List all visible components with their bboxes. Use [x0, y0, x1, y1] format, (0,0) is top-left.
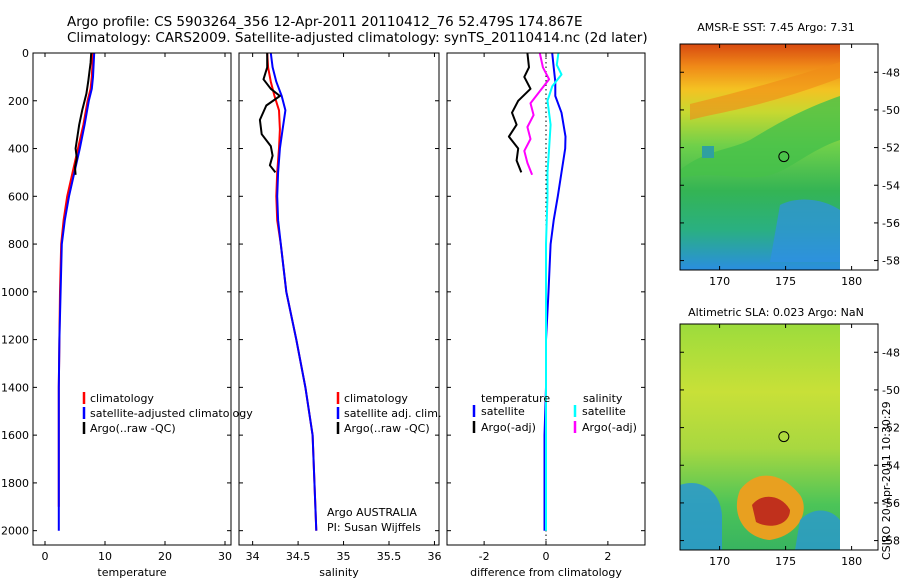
map-y-tick-label: -48: [882, 66, 900, 79]
series-line-argo-raw-qc-: [74, 52, 93, 175]
y-tick-label: 600: [8, 190, 29, 203]
x-tick-label: 34.5: [286, 550, 311, 563]
y-tick-label: 2000: [1, 525, 29, 538]
annotation-pi: PI: Susan Wijffels: [327, 521, 421, 534]
map-y-tick-label: -58: [882, 535, 900, 548]
annotation-argo-australia: Argo AUSTRALIA: [327, 506, 417, 519]
legend-label-sal-argo: Argo(-adj): [582, 421, 637, 434]
y-tick-label: 1000: [1, 286, 29, 299]
map-y-tick-label: -54: [882, 459, 900, 472]
x-tick-label: 30: [218, 550, 232, 563]
x-tick-label: 34: [246, 550, 260, 563]
series-line-temperature-satellite: [543, 52, 567, 531]
y-tick-label: 1200: [1, 334, 29, 347]
series-line-argo-raw-qc-: [258, 53, 281, 174]
x-tick-label: 36: [427, 550, 441, 563]
temperature-legend: climatology satellite-adjusted climatolo…: [82, 392, 253, 435]
x-axis-label: temperature: [97, 566, 166, 579]
map-y-tick-label: -52: [882, 422, 900, 435]
argo-position-marker: [778, 431, 790, 443]
sla-map-title: Altimetric SLA: 0.023 Argo: NaN: [688, 306, 864, 319]
x-tick-label: 35.5: [377, 550, 402, 563]
legend-title-salinity: salinity: [583, 392, 623, 405]
x-tick-label: 10: [98, 550, 112, 563]
sla-low-patch: [680, 483, 722, 550]
map-x-tick-label: 170: [709, 555, 730, 568]
y-tick-label: 200: [8, 95, 29, 108]
y-tick-label: 0: [22, 47, 29, 60]
legend-label-satellite: satellite-adjusted climatology: [90, 407, 253, 420]
y-tick-label: 1800: [1, 477, 29, 490]
figure-title-line2: Climatology: CARS2009. Satellite-adjuste…: [67, 30, 648, 46]
series-line-salinity-satellite: [545, 52, 563, 531]
x-tick-label: 20: [158, 550, 172, 563]
plot-frame: [32, 52, 232, 546]
y-tick-label: 1400: [1, 381, 29, 394]
sla-peak-patch: [752, 496, 790, 526]
figure-title-line1: Argo profile: CS 5903264_356 12-Apr-2011…: [67, 14, 583, 30]
x-axis-label: difference from climatology: [470, 566, 622, 579]
series-line-climatology: [266, 52, 318, 531]
map-x-tick-label: 175: [775, 555, 796, 568]
map-y-tick-label: -50: [882, 384, 900, 397]
footer-stamp: CSIRO 20-Apr-2011 10:30:29: [880, 401, 893, 560]
sla-low-patch-east: [795, 510, 840, 550]
series-line-satellite-adj-clim-: [269, 52, 318, 531]
plot-frame: [238, 52, 440, 546]
legend-label-argo: Argo(..raw -QC): [344, 422, 430, 435]
map-y-tick-label: -54: [882, 179, 900, 192]
series-line-salinity-argo-adj-: [523, 52, 551, 176]
x-tick-label: 0: [543, 550, 550, 563]
sst-cold-patch: [770, 199, 840, 262]
legend-title-temperature: temperature: [481, 392, 550, 405]
y-tick-label: 800: [8, 238, 29, 251]
map-y-tick-label: -48: [882, 346, 900, 359]
map-y-tick-label: -56: [882, 497, 900, 510]
map-x-tick-label: 175: [775, 275, 796, 288]
difference-profile-panel: -2 0 2 difference from climatology: [446, 52, 646, 579]
sla-map-frame: [679, 323, 879, 551]
y-tick-label: 1600: [1, 429, 29, 442]
map-x-tick-label: 170: [709, 275, 730, 288]
map-y-tick-label: -52: [882, 142, 900, 155]
legend-label-temp-satellite: satellite: [481, 405, 525, 418]
series-line-climatology: [57, 53, 94, 507]
sla-map-axes: 170 175 180 -48 -50 -52 -54 -56 -58: [680, 324, 900, 568]
legend-label-sal-satellite: satellite: [582, 405, 626, 418]
sst-band: [680, 96, 840, 178]
x-tick-label: 35: [337, 550, 351, 563]
y-tick-label: 400: [8, 143, 29, 156]
temperature-profile-panel: 0 10 20 30 0 200 400 600 800 1000 1200 1400 1600 1800…: [1, 47, 232, 579]
sst-map-frame: [679, 43, 879, 271]
legend-label-climatology: climatology: [90, 392, 154, 405]
map-y-tick-label: -58: [882, 255, 900, 268]
x-tick-label: -2: [479, 550, 490, 563]
map-x-tick-label: 180: [841, 555, 862, 568]
salinity-profile-panel: 34 34.5 35 35.5 36 salinity: [238, 52, 441, 579]
series-line-temperature-argo-adj-: [507, 52, 532, 173]
sla-heatmap: [680, 324, 840, 550]
legend-label-climatology: climatology: [344, 392, 408, 405]
sst-cell: [702, 146, 714, 158]
argo-position-marker: [778, 151, 790, 163]
sst-map-title: AMSR-E SST: 7.45 Argo: 7.31: [697, 21, 855, 34]
legend-label-temp-argo: Argo(-adj): [481, 421, 536, 434]
salinity-legend: climatology satellite adj. clim. Argo(..…: [327, 392, 441, 534]
map-x-tick-label: 180: [841, 275, 862, 288]
difference-legend: temperature salinity satellite Argo(-adj…: [472, 392, 637, 434]
legend-label-argo: Argo(..raw -QC): [90, 422, 176, 435]
sst-map-axes: 170 175 180 -48 -50 -52 -54 -56 -58: [680, 44, 900, 288]
sst-warm-band: [690, 62, 840, 120]
x-tick-label: 2: [604, 550, 611, 563]
x-tick-label: 0: [42, 550, 49, 563]
map-y-tick-label: -56: [882, 217, 900, 230]
sst-heatmap: [680, 44, 840, 270]
legend-label-satellite: satellite adj. clim.: [344, 407, 441, 420]
series-line-satellite-adjusted-climatology: [57, 52, 96, 531]
x-axis-label: salinity: [319, 566, 359, 579]
map-y-tick-label: -50: [882, 104, 900, 117]
